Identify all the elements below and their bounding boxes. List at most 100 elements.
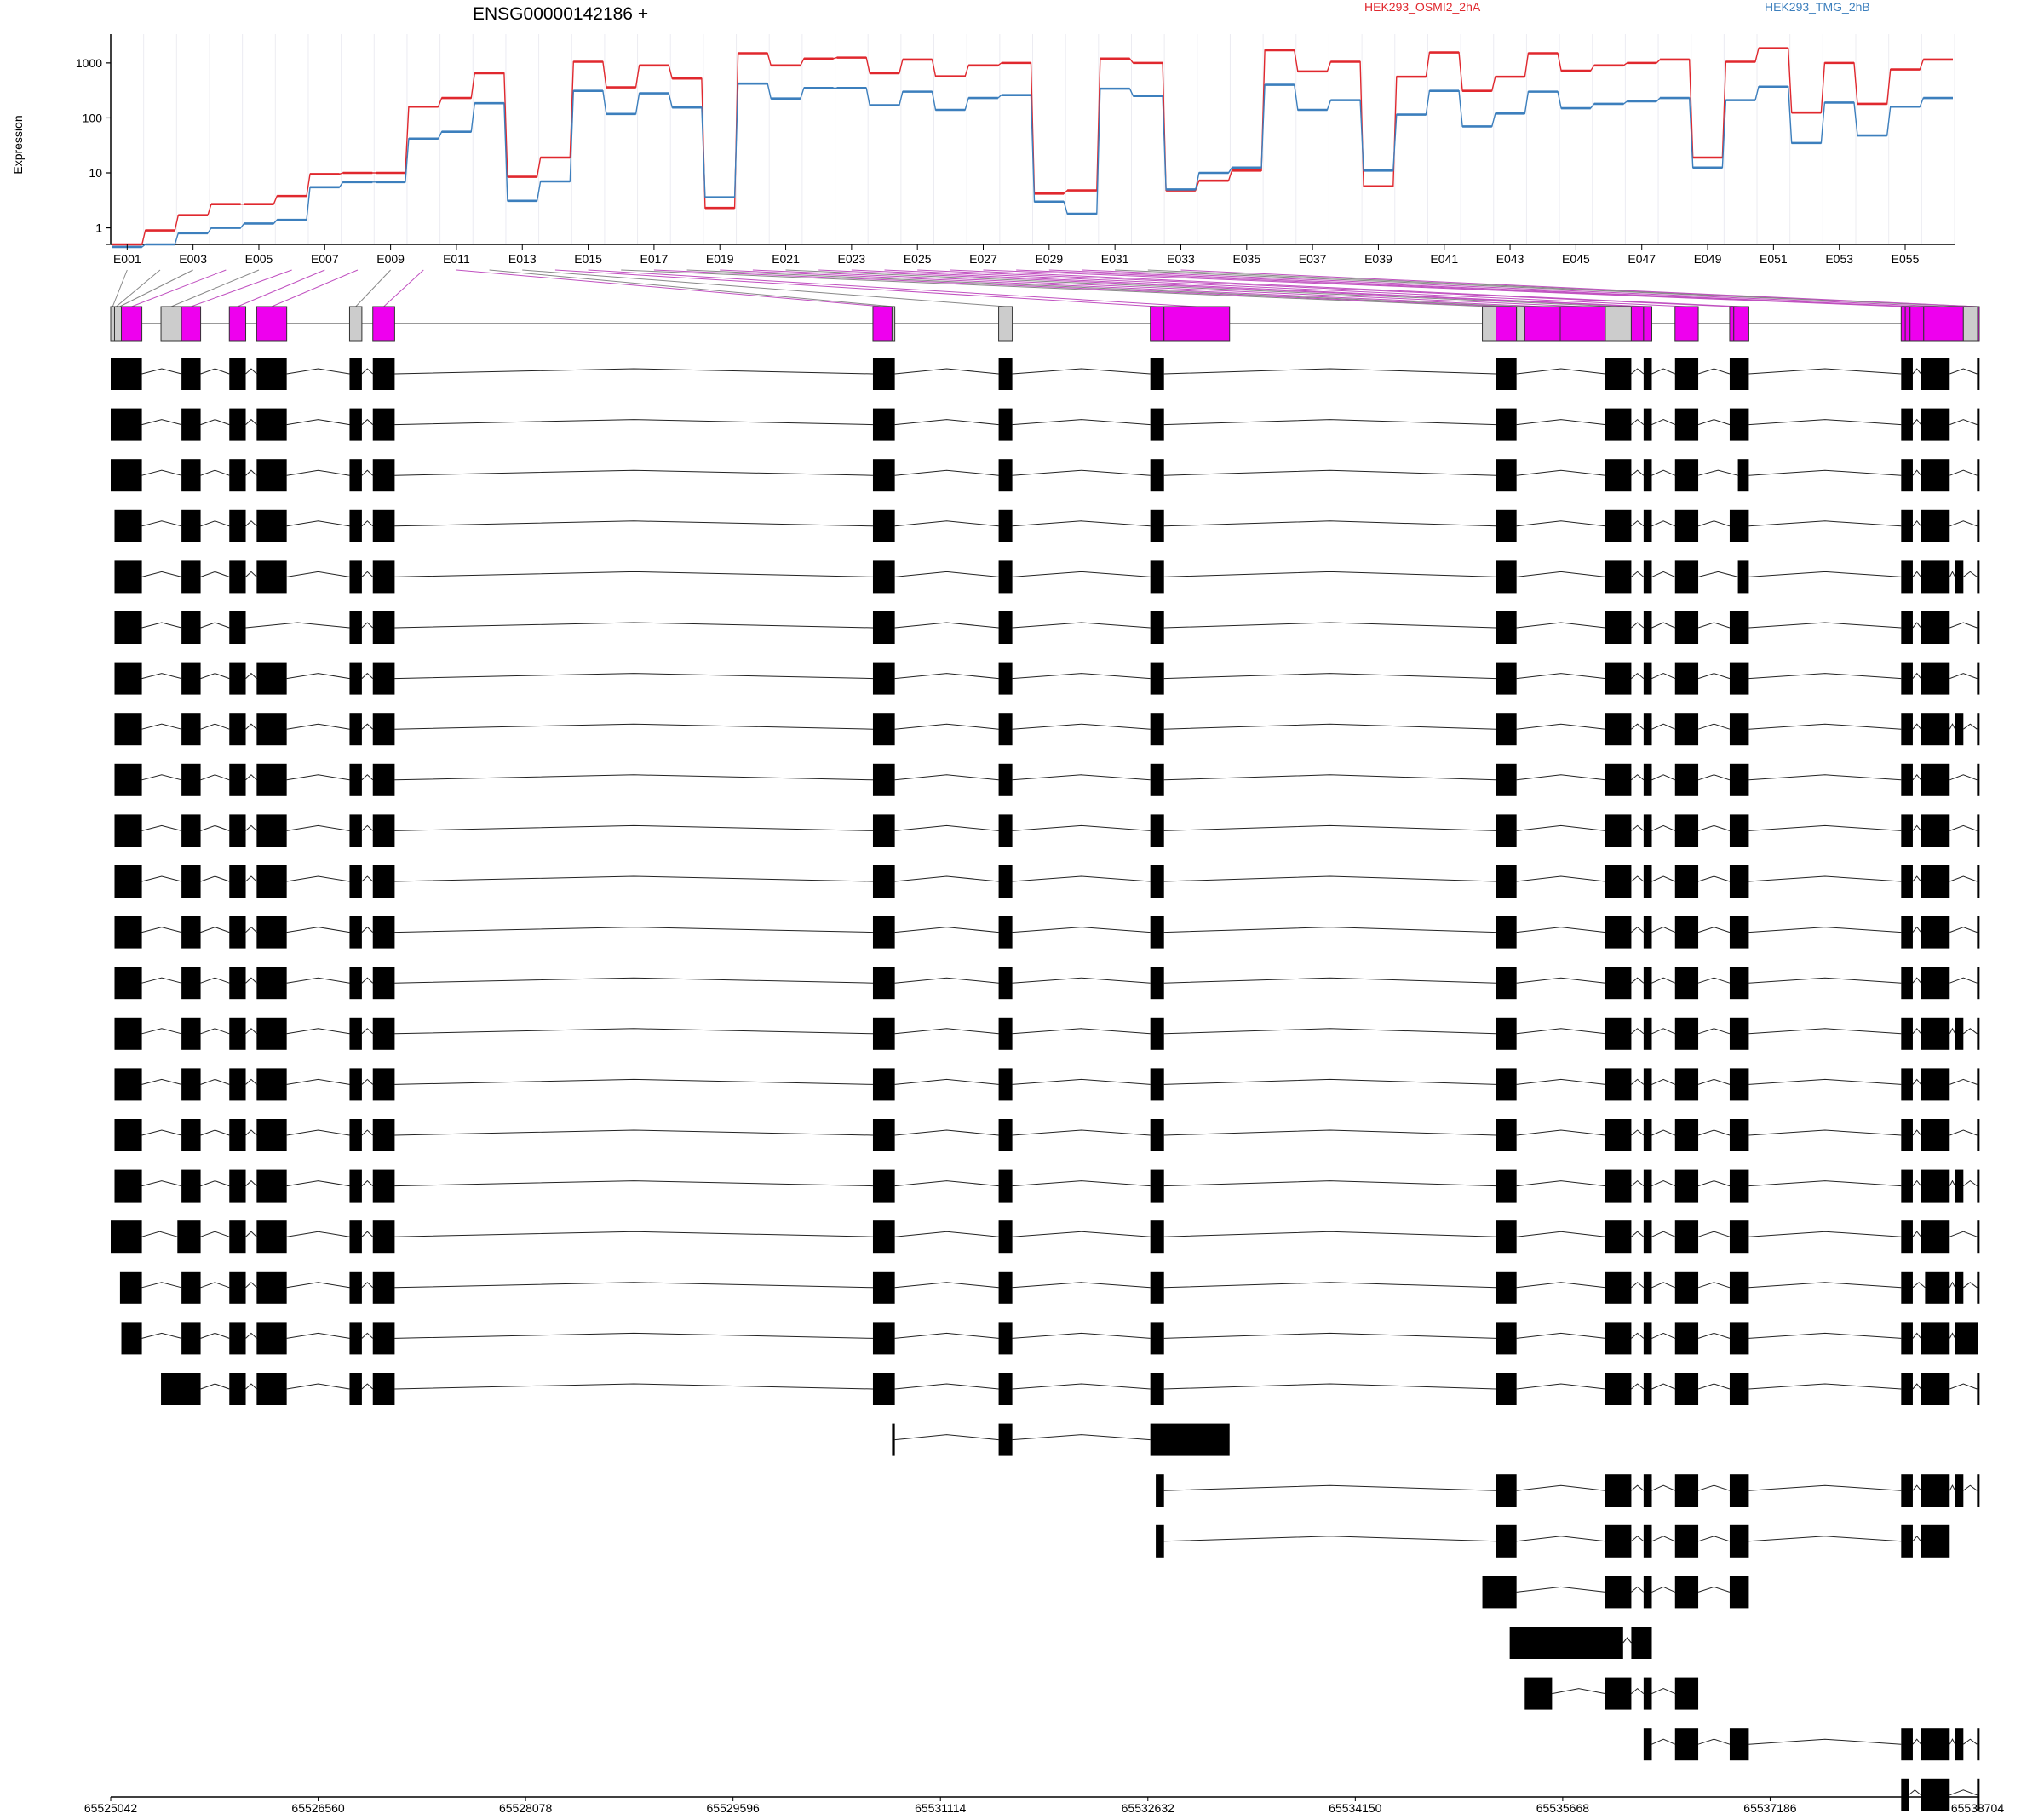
transcript-exon bbox=[1901, 814, 1913, 847]
exon-connector bbox=[191, 269, 292, 307]
transcript-intron bbox=[1651, 673, 1675, 680]
transcript-exon bbox=[114, 713, 142, 746]
transcript-intron bbox=[1012, 469, 1151, 476]
transcript-exon bbox=[872, 1271, 895, 1304]
y-tick-label: 10 bbox=[89, 166, 102, 180]
transcript-intron bbox=[1012, 1180, 1151, 1187]
transcript-exon bbox=[1150, 1423, 1230, 1456]
transcript-exon bbox=[1977, 408, 1980, 441]
transcript-intron bbox=[286, 1282, 350, 1289]
transcript-intron bbox=[1748, 571, 1902, 577]
transcript-exon bbox=[349, 1220, 362, 1254]
transcript-exon bbox=[1150, 1271, 1164, 1304]
transcript-intron bbox=[1163, 723, 1496, 730]
transcript-exon bbox=[1901, 1778, 1909, 1811]
transcript-exon bbox=[181, 865, 201, 898]
transcript-exon bbox=[1150, 509, 1164, 542]
transcript-exon bbox=[181, 916, 201, 949]
transcript-intron bbox=[245, 1332, 257, 1339]
transcript-intron bbox=[1949, 774, 1978, 781]
transcript-intron bbox=[1949, 1231, 1978, 1237]
transcript-exon bbox=[1524, 1677, 1553, 1710]
transcript-exon bbox=[1737, 560, 1749, 594]
transcript-intron bbox=[1516, 1231, 1606, 1237]
transcript-exon bbox=[1643, 916, 1652, 949]
transcript-intron bbox=[1748, 875, 1902, 882]
transcript-intron bbox=[1631, 571, 1645, 577]
transcript-exon bbox=[998, 1068, 1013, 1101]
transcript-intron bbox=[1622, 1637, 1632, 1644]
x-tick-label: E053 bbox=[1825, 252, 1853, 266]
series-lines bbox=[112, 47, 1953, 249]
x-tick-label: E045 bbox=[1562, 252, 1590, 266]
transcript-intron bbox=[1697, 520, 1731, 527]
transcript-intron bbox=[1748, 824, 1902, 831]
transcript-exon bbox=[1955, 713, 1964, 746]
transcript-intron bbox=[1697, 1129, 1731, 1136]
transcript-exon bbox=[1901, 1322, 1913, 1355]
transcript-exon bbox=[1729, 662, 1749, 695]
transcript-exon bbox=[1901, 916, 1913, 949]
transcript-intron bbox=[1912, 1536, 1921, 1542]
transcript-intron bbox=[1163, 1383, 1496, 1390]
transcript-exon bbox=[111, 459, 142, 492]
transcript-intron bbox=[1963, 1282, 1978, 1289]
transcript-exon bbox=[1643, 1576, 1652, 1609]
gene-model-exon bbox=[1923, 306, 1964, 342]
transcript-exon bbox=[1496, 1017, 1517, 1050]
transcript-exon bbox=[872, 459, 895, 492]
gene-model-exon bbox=[1900, 306, 1906, 342]
x-tick-label: E003 bbox=[179, 252, 207, 266]
transcript-intron bbox=[1697, 1028, 1731, 1035]
transcript-intron bbox=[1012, 520, 1151, 527]
transcript-exon bbox=[1729, 865, 1749, 898]
transcript-intron bbox=[394, 824, 873, 831]
transcript-intron bbox=[394, 571, 873, 577]
transcript-exon bbox=[114, 1017, 142, 1050]
transcript-intron bbox=[141, 622, 182, 629]
gene-model-exon bbox=[1729, 306, 1735, 342]
transcript-intron bbox=[394, 774, 873, 781]
transcript-intron bbox=[361, 723, 374, 730]
exon-connector bbox=[489, 269, 894, 307]
transcript-intron bbox=[141, 469, 182, 476]
transcript-intron bbox=[394, 1180, 873, 1187]
transcript-exon bbox=[1674, 1576, 1699, 1609]
transcript-exon bbox=[1605, 814, 1632, 847]
transcript-exon bbox=[1643, 1119, 1652, 1151]
exon-connector bbox=[752, 269, 1583, 307]
transcript-intron bbox=[245, 1383, 257, 1390]
transcript-exon bbox=[1921, 713, 1950, 746]
transcript-exon bbox=[1643, 1677, 1652, 1710]
transcript-intron bbox=[1631, 1586, 1645, 1593]
exon-connector bbox=[1082, 269, 1944, 307]
transcript-intron bbox=[1516, 673, 1606, 680]
transcript-intron bbox=[286, 927, 350, 933]
transcript-intron bbox=[1631, 622, 1645, 629]
transcript-exon bbox=[1729, 358, 1749, 390]
transcript-intron bbox=[1697, 469, 1738, 476]
transcript-intron bbox=[245, 1282, 257, 1289]
transcript-exon bbox=[1605, 865, 1632, 898]
transcript-intron bbox=[1631, 977, 1645, 984]
transcript-exon bbox=[229, 459, 246, 492]
transcript-intron bbox=[894, 875, 999, 882]
transcript-exon bbox=[998, 916, 1013, 949]
transcript-exon bbox=[1643, 763, 1652, 796]
transcript-intron bbox=[1163, 419, 1496, 426]
transcript-intron bbox=[1651, 520, 1675, 527]
transcript-intron bbox=[394, 368, 873, 375]
transcript-intron bbox=[1912, 1484, 1921, 1491]
transcript-exon bbox=[1605, 1524, 1632, 1558]
transcript-exon bbox=[114, 611, 142, 644]
transcript-exon bbox=[1977, 1119, 1980, 1151]
transcript-intron bbox=[1912, 1332, 1921, 1339]
transcript-intron bbox=[1012, 1332, 1151, 1339]
transcript-intron bbox=[1631, 1687, 1645, 1694]
transcript-exon bbox=[1977, 560, 1980, 594]
transcript-intron bbox=[1963, 1180, 1978, 1187]
transcript-intron bbox=[1631, 418, 1645, 425]
transcript-intron bbox=[894, 1231, 999, 1237]
transcript-intron bbox=[1516, 824, 1606, 831]
transcript-intron bbox=[1912, 1231, 1921, 1237]
